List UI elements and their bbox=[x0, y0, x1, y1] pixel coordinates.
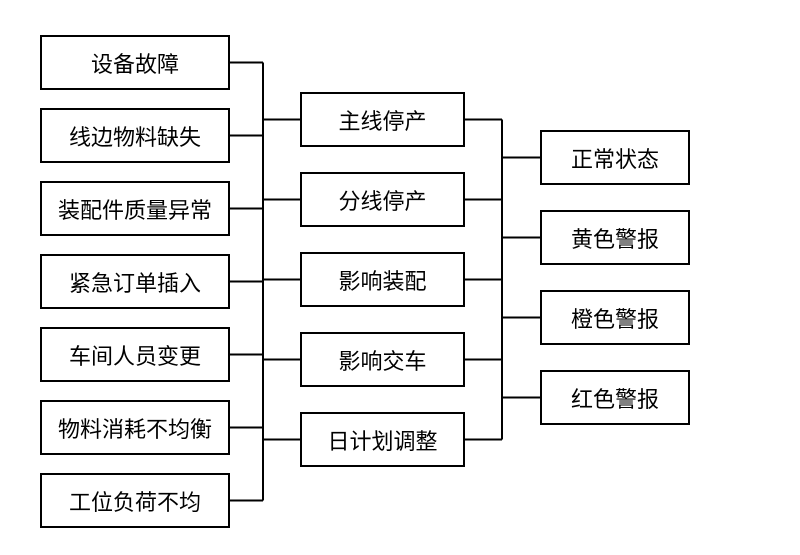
node-c1n1: 设备故障 bbox=[40, 35, 230, 90]
node-label: 正常状态 bbox=[571, 142, 659, 174]
node-label: 日计划调整 bbox=[327, 424, 437, 456]
node-c3n1: 正常状态 bbox=[540, 130, 690, 185]
node-label: 装配件质量异常 bbox=[58, 193, 212, 225]
node-label: 线边物料缺失 bbox=[69, 120, 201, 152]
node-c3n2: 黄色警报 bbox=[540, 210, 690, 265]
node-c2n4: 影响交车 bbox=[300, 332, 465, 387]
node-label: 黄色警报 bbox=[571, 222, 659, 254]
node-c2n3: 影响装配 bbox=[300, 252, 465, 307]
node-label: 车间人员变更 bbox=[69, 339, 201, 371]
node-c1n6: 物料消耗不均衡 bbox=[40, 400, 230, 455]
node-label: 影响交车 bbox=[338, 344, 426, 376]
node-label: 橙色警报 bbox=[571, 302, 659, 334]
node-c2n2: 分线停产 bbox=[300, 172, 465, 227]
node-c2n1: 主线停产 bbox=[300, 92, 465, 147]
node-label: 影响装配 bbox=[338, 264, 426, 296]
node-c1n2: 线边物料缺失 bbox=[40, 108, 230, 163]
node-c1n5: 车间人员变更 bbox=[40, 327, 230, 382]
node-c3n3: 橙色警报 bbox=[540, 290, 690, 345]
node-c3n4: 红色警报 bbox=[540, 370, 690, 425]
node-label: 工位负荷不均 bbox=[69, 485, 201, 517]
node-c1n7: 工位负荷不均 bbox=[40, 473, 230, 528]
node-c1n3: 装配件质量异常 bbox=[40, 181, 230, 236]
node-label: 紧急订单插入 bbox=[69, 266, 201, 298]
node-label: 分线停产 bbox=[338, 184, 426, 216]
diagram-canvas: 设备故障线边物料缺失装配件质量异常紧急订单插入车间人员变更物料消耗不均衡工位负荷… bbox=[0, 0, 800, 555]
node-label: 主线停产 bbox=[338, 104, 426, 136]
node-label: 红色警报 bbox=[571, 382, 659, 414]
node-label: 设备故障 bbox=[91, 47, 179, 79]
node-c2n5: 日计划调整 bbox=[300, 412, 465, 467]
node-label: 物料消耗不均衡 bbox=[58, 412, 212, 444]
node-c1n4: 紧急订单插入 bbox=[40, 254, 230, 309]
